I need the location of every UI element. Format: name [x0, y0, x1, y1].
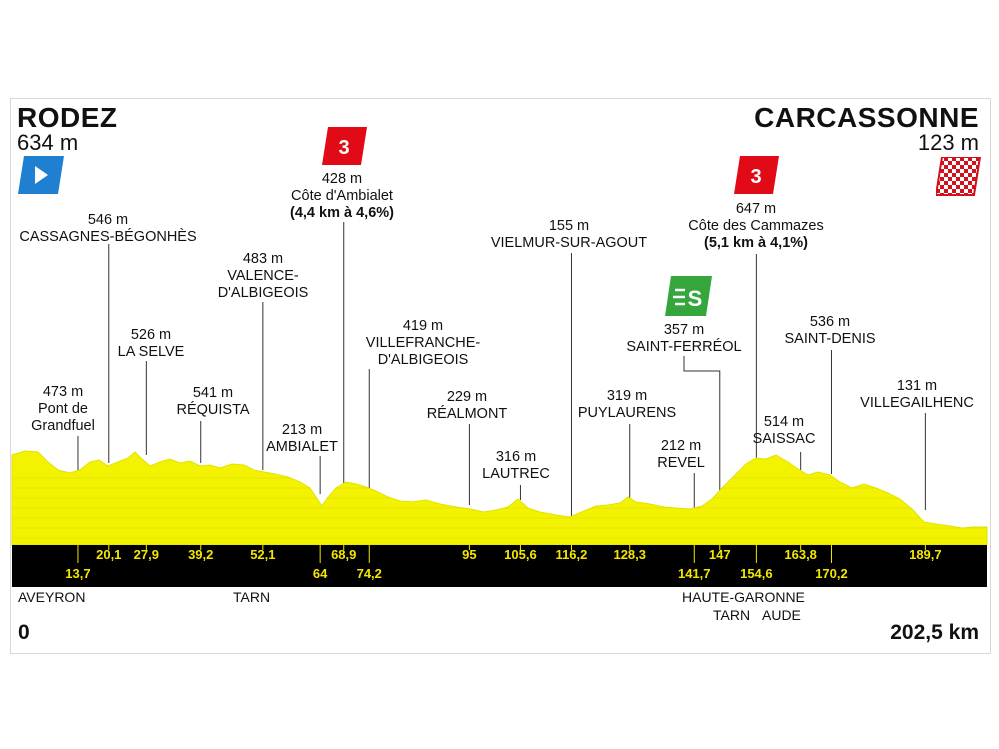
climb-category-icon: 3	[734, 156, 779, 194]
km-label: 52,1	[250, 547, 276, 562]
km-label: 141,7	[677, 566, 711, 581]
point-label: 536 m SAINT-DENIS	[784, 314, 876, 347]
point-label: 541 m RÉQUISTA	[176, 385, 250, 418]
climb-detail: (5,1 km à 4,1%)	[704, 235, 808, 251]
km-label: 74,2	[356, 566, 382, 581]
sprint-label: 357 m SAINT-FERRÉOL	[626, 322, 741, 356]
sprint-name: SAINT-FERRÉOL	[626, 339, 742, 355]
km-ticks	[77, 545, 926, 563]
point-name: REVEL	[657, 455, 705, 471]
km-label: 154,6	[740, 566, 773, 581]
sprint-icon: S	[665, 276, 712, 316]
km-label: 170,2	[815, 566, 848, 581]
km-label: 68,9	[331, 547, 357, 562]
climb-detail: (4,4 km à 4,6%)	[290, 205, 394, 221]
department-tarn: TARN	[233, 589, 271, 605]
km-label: 189,7	[909, 547, 942, 562]
point-label: 212 m REVEL	[657, 438, 705, 471]
point-label: 319 m PUYLAURENS	[577, 388, 677, 421]
distance-bar	[12, 545, 987, 587]
start-flag-icon	[18, 156, 64, 194]
point-label: 155 m VIELMUR-SUR-AGOUT	[490, 218, 648, 251]
sprint-symbol: S	[688, 286, 703, 311]
sprint-altitude: 357 m	[663, 322, 705, 338]
department-tarn-2: TARN	[713, 607, 751, 623]
finish-altitude: 123 m	[917, 130, 979, 155]
elevation-area	[11, 450, 988, 546]
point-label: 514 m SAISSAC	[752, 414, 816, 447]
start-town: RODEZ	[17, 102, 118, 133]
point-name: VILLEFRANCHE- D'ALBIGEOIS	[365, 335, 481, 368]
km-label: 64	[312, 566, 328, 581]
km-label: 116,2	[555, 547, 588, 562]
km-label: 95	[462, 547, 477, 562]
km-label: 147	[708, 547, 731, 562]
point-name: VALENCE- D'ALBIGEOIS	[217, 268, 309, 301]
km-label: 39,2	[188, 547, 214, 562]
climb-name: Côte d'Ambialet	[291, 188, 393, 204]
point-label: 229 m RÉALMONT	[426, 389, 508, 422]
distance-end: 202,5 km	[890, 621, 979, 644]
climb-label-cammazes: 647 m Côte des Cammazes (5,1 km à 4,1%)	[688, 201, 823, 252]
point-label: 419 m VILLEFRANCHE- D'ALBIGEOIS	[365, 318, 481, 368]
point-name: CASSAGNES-BÉGONHÈS	[19, 229, 197, 245]
department-aveyron: AVEYRON	[18, 589, 86, 605]
point-name: LA SELVE	[117, 344, 185, 360]
point-name: RÉQUISTA	[176, 402, 250, 418]
km-label: 13,7	[65, 566, 91, 581]
distance-start: 0	[18, 621, 30, 644]
sprint-connector	[683, 356, 721, 491]
point-name: AMBIALET	[266, 439, 338, 455]
point-label: 546 m CASSAGNES-BÉGONHÈS	[19, 212, 197, 245]
km-label: 163,8	[784, 547, 817, 562]
climb-category-icon: 3	[322, 127, 367, 165]
climb-name: Côte des Cammazes	[688, 218, 824, 234]
start-altitude: 634 m	[17, 130, 79, 155]
point-name: VIELMUR-SUR-AGOUT	[490, 235, 648, 251]
point-label: 483 m VALENCE- D'ALBIGEOIS	[217, 251, 309, 301]
department-haute-garonne: HAUTE-GARONNE	[682, 589, 805, 605]
point-name: SAISSAC	[752, 431, 816, 447]
climb-altitude: 428 m	[321, 171, 363, 187]
climb-category-2: 3	[750, 166, 761, 188]
climb-category-1: 3	[338, 137, 349, 159]
point-name: Pont de Grandfuel	[31, 401, 95, 434]
label-connectors	[77, 222, 926, 516]
km-label: 128,3	[613, 547, 647, 562]
point-label: 526 m LA SELVE	[117, 327, 185, 360]
point-name: RÉALMONT	[426, 406, 508, 422]
point-name: PUYLAURENS	[577, 405, 677, 421]
point-name: LAUTREC	[482, 466, 550, 482]
profile-border	[10, 98, 991, 654]
point-label: 131 m VILLEGAILHENC	[860, 378, 974, 411]
point-name: SAINT-DENIS	[784, 331, 876, 347]
climb-label-ambialet: 428 m Côte d'Ambialet (4,4 km à 4,6%)	[290, 171, 394, 222]
finish-flag-icon	[936, 157, 982, 196]
km-label: 20,1	[96, 547, 122, 562]
department-aude: AUDE	[762, 607, 801, 623]
point-name: VILLEGAILHENC	[860, 395, 974, 411]
km-label: 105,6	[504, 547, 537, 562]
point-label: 316 m LAUTREC	[482, 449, 550, 482]
climb-altitude: 647 m	[735, 201, 777, 217]
point-label: 473 m Pont de Grandfuel	[31, 384, 95, 434]
finish-town: CARCASSONNE	[754, 102, 979, 133]
km-label: 27,9	[133, 547, 159, 562]
point-label: 213 m AMBIALET	[266, 422, 338, 455]
